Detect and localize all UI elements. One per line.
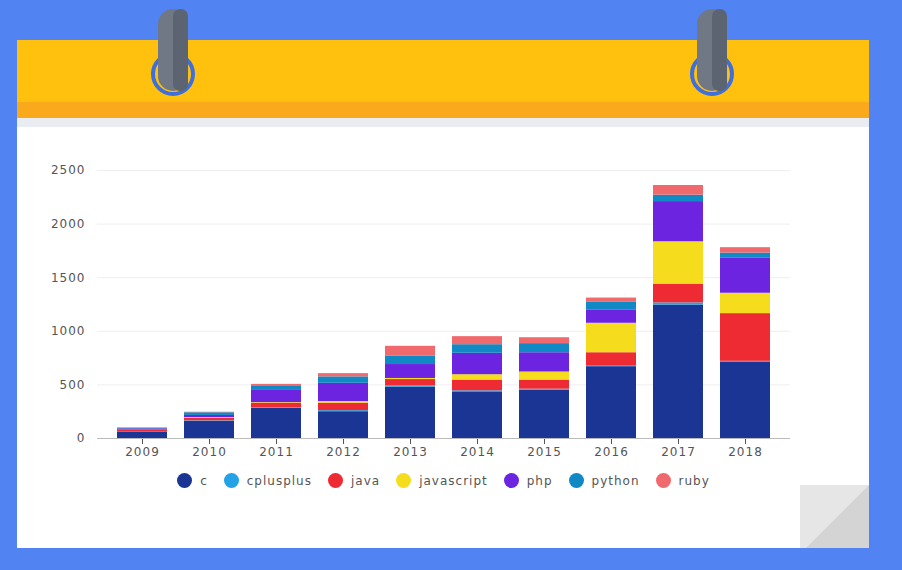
- svg-text:2013: 2013: [393, 445, 428, 459]
- html-text:c: c: [200, 473, 208, 488]
- svg-text:2015: 2015: [527, 445, 562, 459]
- svg-text:2010: 2010: [192, 445, 227, 459]
- svg-text:0: 0: [77, 431, 86, 445]
- html-text:ruby: ruby: [678, 473, 710, 488]
- svg-text:2016: 2016: [594, 445, 629, 459]
- svg-text:500: 500: [60, 378, 86, 392]
- svg-text:2500: 2500: [51, 163, 86, 177]
- svg-text:2000: 2000: [51, 217, 86, 231]
- svg-text:2011: 2011: [259, 445, 294, 459]
- svg-text:2012: 2012: [326, 445, 361, 459]
- svg-text:1000: 1000: [51, 324, 86, 338]
- html-text:cplusplus: cplusplus: [246, 473, 312, 488]
- svg-text:2009: 2009: [125, 445, 160, 459]
- html-text:php: php: [526, 473, 553, 488]
- svg-text:2014: 2014: [460, 445, 495, 459]
- svg-text:2017: 2017: [661, 445, 696, 459]
- html-text:javascript: javascript: [419, 473, 488, 488]
- html-text:python: python: [591, 473, 640, 488]
- html-text:java: java: [351, 473, 381, 488]
- svg-text:2018: 2018: [728, 445, 763, 459]
- svg-text:1500: 1500: [51, 271, 86, 285]
